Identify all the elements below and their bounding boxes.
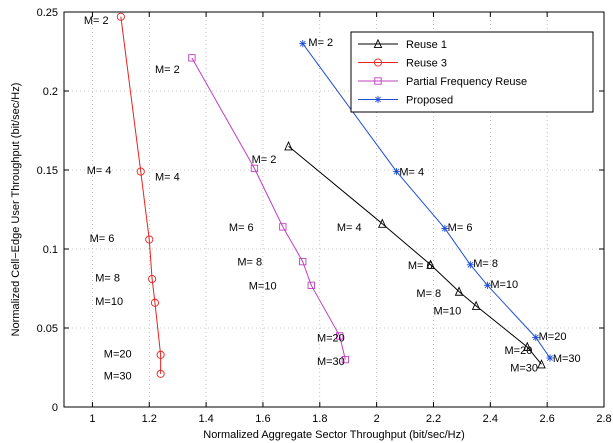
- annotation-layer: M= 2 M= 4 M= 6 M= 8 M=10 M=20 M=30 M= 2 M= 4 M= 6…: [84, 15, 581, 382]
- point-annotation: M=30: [104, 370, 132, 382]
- y-tick-label: 0.1: [43, 244, 58, 256]
- data-point: [156, 350, 165, 359]
- data-point: [299, 257, 307, 266]
- data-point: [378, 218, 387, 228]
- point-annotation: M= 4: [155, 171, 180, 183]
- data-point: [250, 164, 259, 173]
- point-annotation: M=20: [317, 332, 345, 344]
- data-point: [116, 12, 125, 21]
- point-annotation: M= 8: [416, 288, 441, 300]
- point-annotation: M= 4: [337, 222, 362, 234]
- data-point: [392, 167, 401, 176]
- y-tick-label: 0.05: [37, 323, 58, 335]
- x-tick-label: 1.2: [142, 413, 157, 425]
- point-annotation: M=30: [510, 363, 538, 375]
- point-annotation: M= 6: [408, 260, 433, 272]
- point-annotation: M= 4: [399, 167, 424, 179]
- point-annotation: M=20: [539, 331, 567, 343]
- data-point: [341, 355, 350, 364]
- point-annotation: M= 2: [84, 15, 109, 27]
- y-tick-label: 0.15: [37, 165, 58, 177]
- x-tick-label: 1.4: [198, 413, 213, 425]
- point-annotation: M=10: [95, 296, 123, 308]
- plot-frame: [63, 11, 605, 408]
- data-point: [426, 259, 435, 269]
- point-annotation: M= 8: [473, 258, 498, 270]
- point-annotation: M=20: [505, 345, 533, 357]
- series-line: [288, 145, 542, 365]
- x-tick-label: 1.6: [255, 413, 270, 425]
- x-tick-label: 2.6: [540, 413, 555, 425]
- data-point: [284, 141, 293, 151]
- data-point: [299, 40, 307, 48]
- x-tick-label: 2.8: [596, 413, 611, 425]
- y-tick-label: 0.25: [37, 7, 58, 19]
- data-point: [145, 235, 154, 244]
- legend-entry: Proposed: [406, 95, 453, 107]
- x-tick-label: 1: [89, 413, 95, 425]
- data-point: [522, 341, 532, 352]
- legend-entry: Partial Frequency Reuse: [406, 76, 527, 88]
- point-annotation: M=30: [553, 353, 581, 365]
- point-annotation: M= 2: [155, 64, 180, 76]
- series-line: [191, 57, 346, 360]
- point-annotation: M=10: [249, 280, 277, 292]
- point-annotation: M= 6: [448, 222, 473, 234]
- x-tick-label: 1.8: [312, 413, 327, 425]
- data-point: [373, 58, 383, 67]
- data-point: [136, 167, 145, 176]
- point-annotation: M= 8: [95, 272, 120, 284]
- legend-box: [350, 31, 594, 113]
- data-point: [148, 274, 157, 284]
- point-annotation: M= 2: [252, 154, 277, 166]
- point-annotation: M= 6: [90, 233, 115, 245]
- y-tick-label: 0.2: [43, 86, 58, 98]
- point-annotation: M=10: [433, 306, 461, 318]
- y-axis-label: Normalized Cell−Edge User Throughput (bi…: [10, 83, 22, 337]
- data-point: [150, 298, 159, 307]
- x-axis-label: Normalized Aggregate Sector Throughput (…: [203, 429, 464, 441]
- data-point: [188, 54, 196, 62]
- x-tick-label: 2.4: [483, 413, 498, 425]
- point-annotation: M= 4: [87, 165, 112, 177]
- data-point: [374, 95, 382, 104]
- data-point: [441, 224, 449, 233]
- point-annotation: M= 6: [229, 222, 254, 234]
- legend-entry: Reuse 3: [406, 58, 447, 70]
- x-tick-label: 2.2: [426, 413, 441, 425]
- data-point: [373, 38, 383, 49]
- point-annotation: M=30: [317, 356, 345, 368]
- point-annotation: M=20: [104, 348, 132, 360]
- tick-layer: 1 1.2 1.4 1.6 1.8 2 2.2 2.4 2.6 2.8 0 0.05 0.1 0.15 0.…: [37, 7, 612, 425]
- point-annotation: M= 2: [308, 37, 333, 49]
- series-line: [120, 16, 162, 374]
- legend: Reuse 1 Reuse 3 Partial Frequency Reuse Pro…: [350, 31, 594, 113]
- x-tick-label: 2: [374, 413, 380, 425]
- legend-entry: Reuse 1: [406, 39, 447, 51]
- data-point: [336, 332, 344, 340]
- data-point: [466, 261, 475, 269]
- data-point: [279, 223, 287, 231]
- data-point: [471, 300, 481, 310]
- point-annotation: M=10: [490, 279, 518, 291]
- data-point: [307, 281, 315, 289]
- point-annotation: M= 8: [237, 257, 262, 269]
- data-point: [156, 369, 165, 378]
- data-point: [374, 77, 382, 85]
- y-tick-label: 0: [52, 402, 58, 414]
- data-point: [483, 281, 492, 289]
- data-point: [532, 333, 540, 342]
- data-point: [546, 354, 554, 362]
- series-layer: [116, 12, 554, 378]
- data-point: [454, 286, 464, 296]
- data-point: [537, 359, 546, 369]
